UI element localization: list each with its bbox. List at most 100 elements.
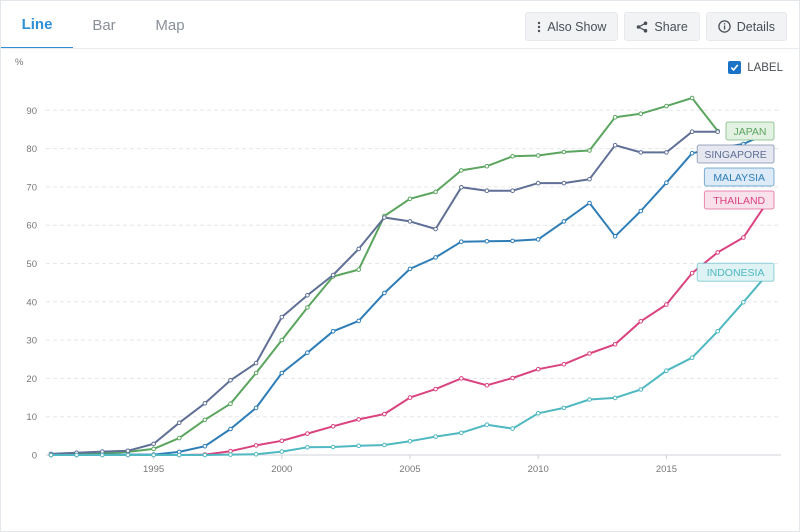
data-point-japan[interactable] (510, 154, 515, 159)
data-point-thailand[interactable] (253, 443, 259, 448)
data-point-malaysia[interactable] (433, 255, 438, 260)
data-point-indonesia[interactable] (741, 299, 746, 305)
data-point-japan[interactable] (279, 337, 285, 343)
data-point-indonesia[interactable] (74, 452, 79, 458)
data-point-singapore[interactable] (638, 150, 644, 155)
data-point-indonesia[interactable] (612, 395, 618, 401)
data-point-thailand[interactable] (664, 302, 669, 307)
data-point-thailand[interactable] (407, 395, 413, 400)
data-point-thailand[interactable] (612, 342, 618, 347)
data-point-japan[interactable] (433, 189, 438, 195)
data-point-japan[interactable] (664, 103, 669, 109)
series-line-indonesia[interactable] (50, 271, 770, 456)
data-point-japan[interactable] (202, 417, 208, 423)
data-point-thailand[interactable] (330, 424, 336, 429)
data-point-singapore[interactable] (433, 226, 438, 232)
data-point-thailand[interactable] (356, 417, 362, 422)
data-point-thailand[interactable] (305, 431, 310, 436)
data-point-japan[interactable] (253, 370, 259, 376)
data-point-singapore[interactable] (202, 401, 208, 406)
data-point-malaysia[interactable] (561, 219, 567, 224)
data-point-malaysia[interactable] (484, 239, 490, 244)
tab-line[interactable]: Line (1, 1, 73, 49)
data-point-malaysia[interactable] (356, 318, 362, 324)
data-point-thailand[interactable] (689, 270, 695, 276)
data-point-indonesia[interactable] (356, 443, 362, 449)
data-point-indonesia[interactable] (253, 451, 259, 457)
data-point-malaysia[interactable] (253, 405, 259, 411)
data-point-thailand[interactable] (587, 351, 592, 356)
data-point-singapore[interactable] (382, 215, 387, 220)
data-point-indonesia[interactable] (279, 449, 285, 454)
data-point-thailand[interactable] (510, 375, 515, 381)
data-point-japan[interactable] (459, 168, 464, 173)
data-point-singapore[interactable] (587, 176, 592, 182)
tab-bar[interactable]: Bar (92, 16, 116, 34)
data-point-malaysia[interactable] (382, 290, 387, 296)
data-point-indonesia[interactable] (202, 452, 208, 458)
data-point-indonesia[interactable] (664, 368, 669, 374)
data-point-japan[interactable] (638, 111, 644, 116)
data-point-indonesia[interactable] (228, 452, 233, 457)
data-point-singapore[interactable] (407, 219, 413, 224)
data-point-japan[interactable] (407, 196, 413, 202)
data-point-singapore[interactable] (689, 129, 695, 134)
share-button[interactable]: Share (624, 12, 700, 41)
data-point-thailand[interactable] (382, 411, 387, 417)
data-point-indonesia[interactable] (638, 387, 644, 392)
data-point-thailand[interactable] (279, 438, 285, 444)
data-point-thailand[interactable] (484, 383, 490, 388)
data-point-singapore[interactable] (510, 188, 515, 193)
data-point-japan[interactable] (228, 401, 233, 407)
series-line-malaysia[interactable] (50, 131, 770, 456)
data-point-malaysia[interactable] (612, 234, 618, 239)
data-point-malaysia[interactable] (664, 180, 669, 185)
data-point-indonesia[interactable] (305, 445, 310, 450)
data-point-indonesia[interactable] (433, 434, 438, 439)
data-point-japan[interactable] (535, 153, 541, 158)
data-point-singapore[interactable] (356, 246, 362, 252)
data-point-malaysia[interactable] (228, 426, 233, 432)
data-point-singapore[interactable] (125, 448, 131, 454)
data-point-indonesia[interactable] (459, 430, 464, 436)
data-point-malaysia[interactable] (305, 350, 310, 356)
data-point-singapore[interactable] (176, 420, 182, 426)
data-point-singapore[interactable] (253, 360, 259, 366)
data-point-japan[interactable] (356, 267, 362, 272)
data-point-malaysia[interactable] (330, 329, 336, 334)
data-point-japan[interactable] (151, 446, 156, 452)
data-point-singapore[interactable] (228, 378, 233, 383)
data-point-singapore[interactable] (305, 293, 310, 298)
data-point-malaysia[interactable] (535, 237, 541, 242)
data-point-singapore[interactable] (459, 185, 464, 190)
data-point-japan[interactable] (689, 95, 695, 101)
data-point-thailand[interactable] (535, 366, 541, 372)
data-point-singapore[interactable] (612, 142, 618, 148)
data-point-thailand[interactable] (715, 250, 721, 255)
data-point-singapore[interactable] (561, 180, 567, 186)
data-point-japan[interactable] (612, 114, 618, 120)
data-point-thailand[interactable] (561, 361, 567, 367)
data-point-indonesia[interactable] (484, 422, 490, 428)
data-point-indonesia[interactable] (689, 355, 695, 361)
data-point-malaysia[interactable] (279, 370, 285, 376)
data-point-indonesia[interactable] (125, 452, 131, 458)
data-point-japan[interactable] (176, 435, 182, 441)
details-button[interactable]: Details (705, 12, 787, 41)
data-point-singapore[interactable] (715, 129, 721, 134)
data-point-thailand[interactable] (459, 376, 464, 381)
label-checkbox[interactable] (728, 61, 742, 74)
data-point-indonesia[interactable] (561, 405, 567, 411)
data-point-indonesia[interactable] (100, 452, 105, 458)
also-show-button[interactable]: Also Show (525, 12, 619, 41)
data-point-japan[interactable] (484, 163, 490, 169)
data-point-indonesia[interactable] (151, 452, 156, 458)
data-point-indonesia[interactable] (176, 452, 182, 458)
data-point-japan[interactable] (305, 305, 310, 310)
data-point-thailand[interactable] (433, 386, 438, 392)
data-point-malaysia[interactable] (638, 208, 644, 214)
data-point-japan[interactable] (561, 149, 567, 155)
data-point-malaysia[interactable] (459, 239, 464, 244)
data-point-indonesia[interactable] (330, 444, 336, 450)
data-point-thailand[interactable] (741, 235, 746, 240)
